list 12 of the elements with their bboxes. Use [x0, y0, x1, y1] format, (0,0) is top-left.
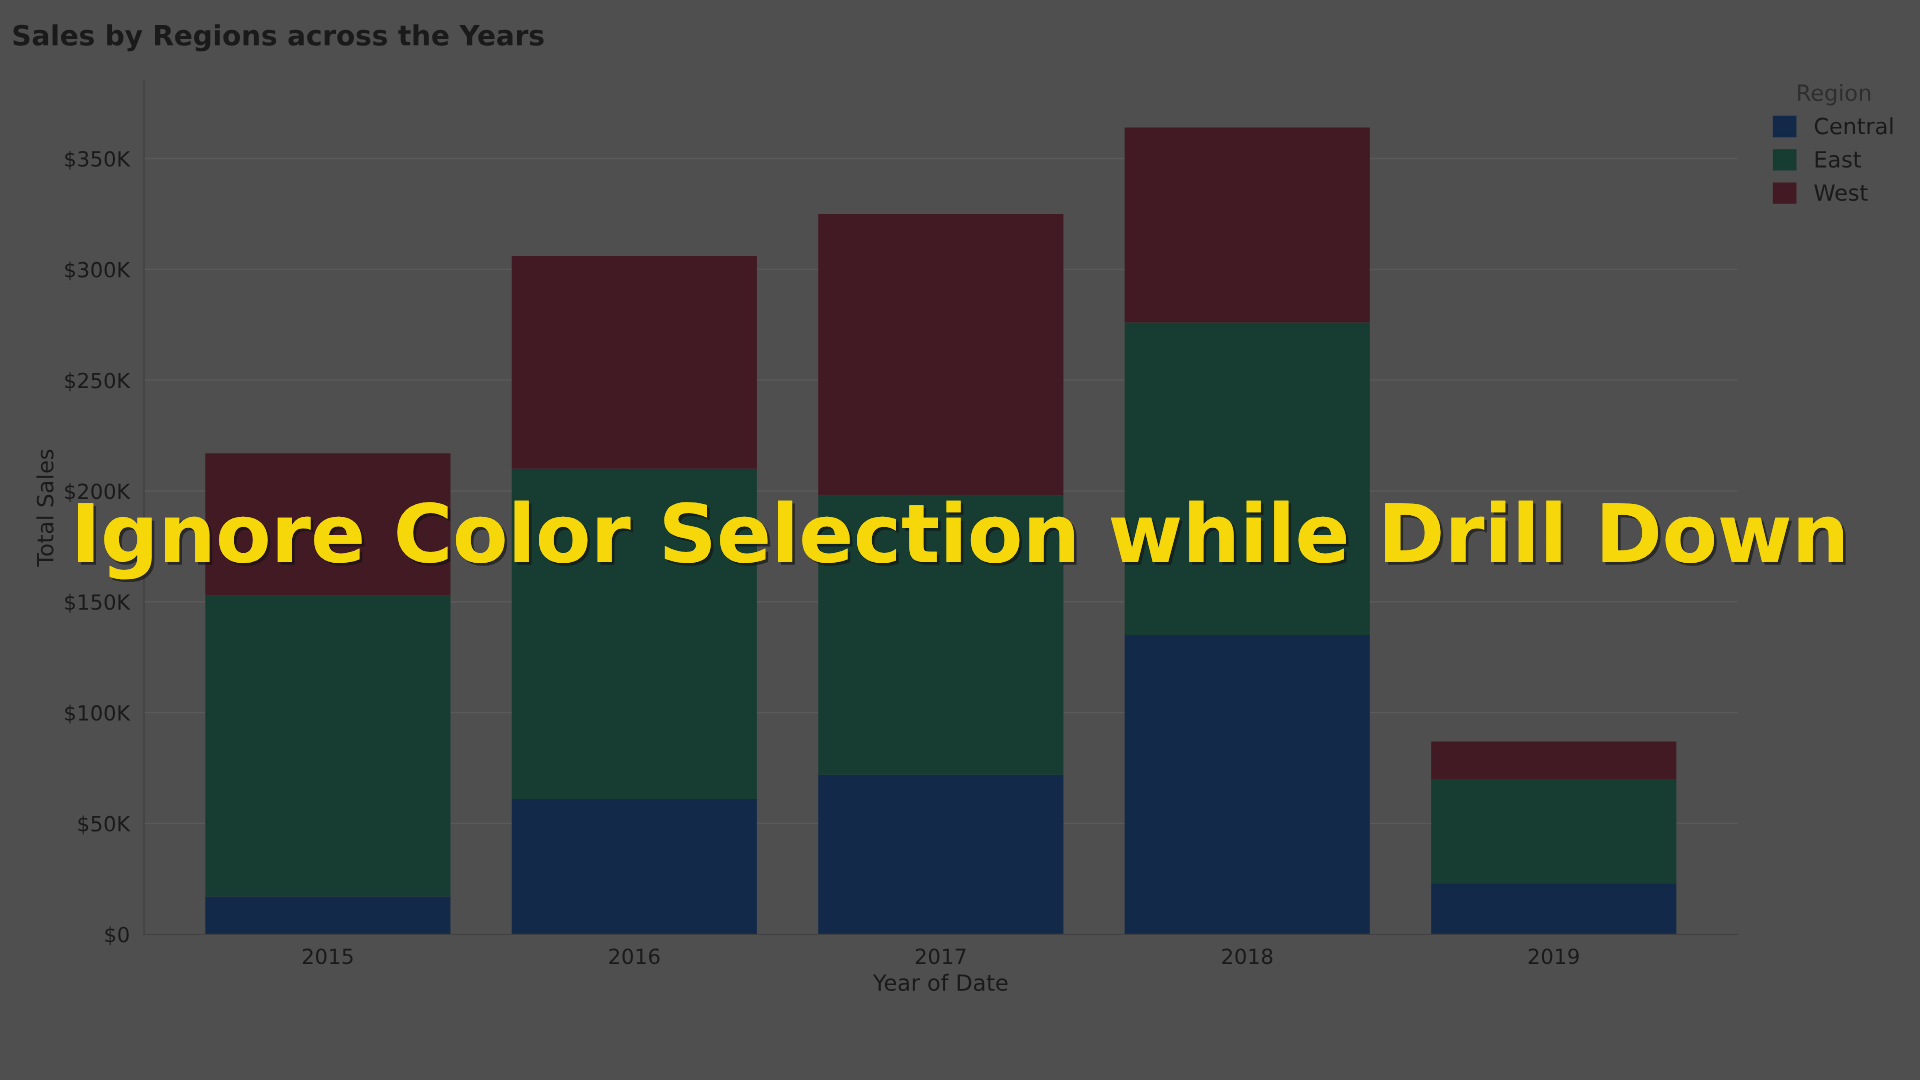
bar	[1431, 883, 1677, 935]
bar	[1124, 127, 1370, 323]
bar	[511, 799, 757, 935]
bar	[511, 256, 757, 469]
bar	[1124, 635, 1370, 935]
bar	[818, 213, 1064, 496]
bar	[205, 896, 451, 935]
bar	[818, 774, 1064, 935]
bar	[205, 595, 451, 897]
annotation: Ignore Color Selection while Drill Down	[78, 500, 1846, 583]
bar	[1431, 779, 1677, 884]
bar	[1431, 741, 1677, 780]
